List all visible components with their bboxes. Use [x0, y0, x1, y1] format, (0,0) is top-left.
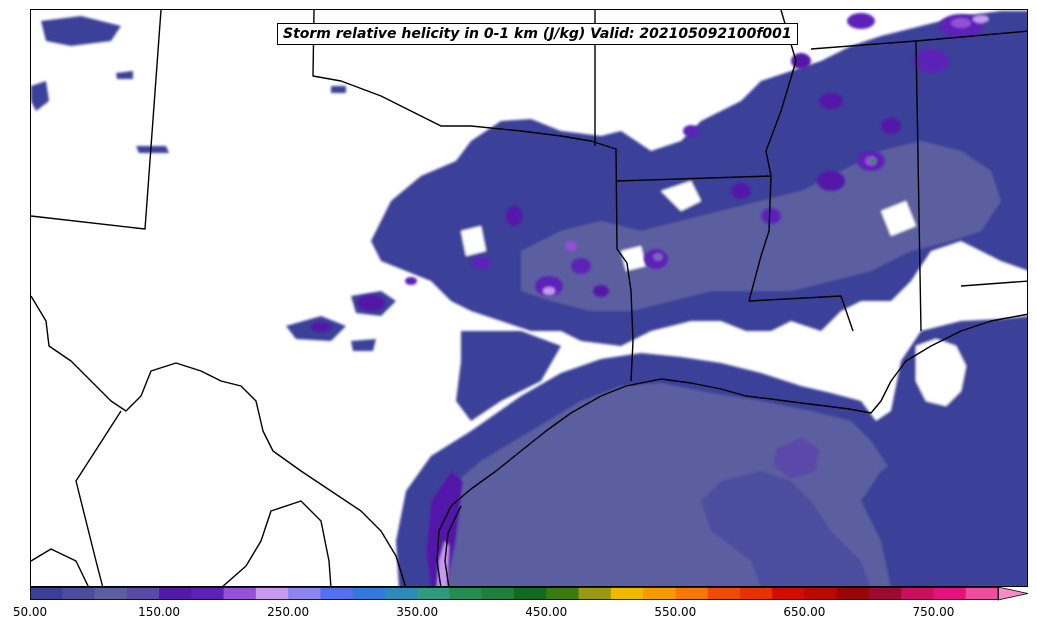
colorbar-swatch	[223, 587, 257, 600]
colorbar-swatch	[578, 587, 612, 600]
colorbar-tick-label: 50.00	[12, 605, 48, 619]
colorbar-swatch	[320, 587, 354, 600]
colorbar-swatch	[288, 587, 321, 600]
colorbar-swatch	[739, 587, 773, 600]
helicity-cores	[311, 13, 989, 332]
colorbar-tick-label: 150.00	[138, 605, 181, 619]
colorbar-swatch	[514, 587, 547, 600]
colorbar-swatch	[255, 587, 289, 600]
colorbar-swatch	[546, 587, 580, 600]
helicity-map	[31, 10, 1027, 586]
colorbar-tick-label: 450.00	[525, 605, 568, 619]
colorbar-swatch	[804, 587, 838, 600]
mexico-border	[31, 295, 407, 586]
colorbar-swatch	[868, 587, 902, 600]
colorbar-tick-label: 750.00	[912, 605, 955, 619]
colorbar-swatch	[62, 587, 96, 600]
colorbar-swatch	[384, 587, 418, 600]
map-area: Storm relative helicity in 0-1 km (J/kg)…	[30, 9, 1028, 587]
colorbar-tick-label: 250.00	[267, 605, 310, 619]
colorbar-tick-label: 650.00	[783, 605, 826, 619]
colorbar-swatches	[30, 587, 999, 600]
colorbar-tick-label: 550.00	[654, 605, 697, 619]
coastline	[436, 313, 1027, 586]
gulf-helicity-field	[396, 316, 1027, 586]
colorbar-swatch	[610, 587, 644, 600]
colorbar-swatch	[449, 587, 483, 600]
colorbar-swatch	[901, 587, 935, 600]
colorbar-swatch	[94, 587, 128, 600]
colorbar-swatch	[643, 587, 676, 600]
colorbar-swatch	[933, 587, 967, 600]
colorbar-swatch	[191, 587, 225, 600]
colorbar-swatch	[707, 587, 741, 600]
colorbar-swatch	[481, 587, 515, 600]
colorbar-swatch	[965, 587, 999, 600]
colorbar-border	[30, 587, 999, 600]
colorbar	[30, 587, 1029, 601]
colorbar-swatch	[352, 587, 386, 600]
colorbar-swatch	[675, 587, 709, 600]
colorbar-swatch	[836, 587, 870, 600]
colorbar-swatch	[126, 587, 160, 600]
colorbar-swatch	[30, 587, 63, 600]
inland-helicity-patches	[31, 11, 1027, 421]
colorbar-swatch	[159, 587, 192, 600]
colorbar-extend-arrow	[997, 587, 1029, 601]
map-title: Storm relative helicity in 0-1 km (J/kg)…	[277, 23, 798, 45]
colorbar-swatch	[772, 587, 805, 600]
colorbar-tick-label: 350.00	[396, 605, 439, 619]
colorbar-swatch	[417, 587, 451, 600]
